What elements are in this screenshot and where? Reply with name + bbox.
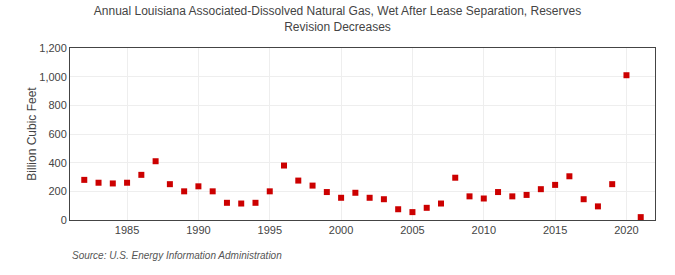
svg-text:Annual Louisiana Associated-Di: Annual Louisiana Associated-Dissolved Na… [94, 4, 581, 34]
svg-text:2010: 2010 [472, 224, 496, 236]
svg-text:0: 0 [61, 214, 67, 226]
svg-text:2005: 2005 [400, 224, 424, 236]
svg-text:1995: 1995 [258, 224, 282, 236]
svg-text:600: 600 [48, 128, 66, 140]
svg-text:800: 800 [48, 99, 66, 111]
svg-text:400: 400 [48, 157, 66, 169]
svg-text:2015: 2015 [543, 224, 567, 236]
svg-text:Billion Cubic Feet: Billion Cubic Feet [25, 87, 39, 181]
svg-text:200: 200 [48, 185, 66, 197]
svg-text:2020: 2020 [614, 224, 638, 236]
svg-text:Source: U.S. Energy Informatio: Source: U.S. Energy Information Administ… [72, 250, 282, 261]
svg-text:1985: 1985 [115, 224, 139, 236]
svg-text:2000: 2000 [329, 224, 353, 236]
svg-text:1,000: 1,000 [39, 71, 67, 83]
svg-text:1,200: 1,200 [39, 42, 67, 54]
svg-text:1990: 1990 [186, 224, 210, 236]
